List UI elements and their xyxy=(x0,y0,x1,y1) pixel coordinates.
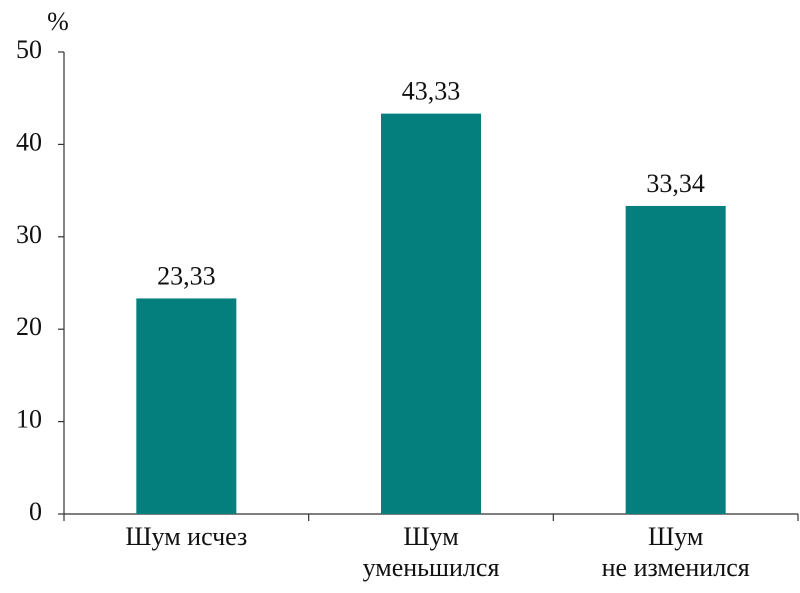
y-tick-label: 20 xyxy=(16,312,42,341)
value-label: 23,33 xyxy=(157,261,216,290)
y-tick-label: 0 xyxy=(29,497,42,526)
x-tick-label: Шум исчез xyxy=(125,522,247,551)
x-tick-label: Шум xyxy=(403,522,458,551)
y-tick-label: 40 xyxy=(16,127,42,156)
x-tick-label: не изменился xyxy=(602,553,750,582)
x-tick-label: Шум xyxy=(648,522,703,551)
value-label: 33,34 xyxy=(646,169,705,198)
bar xyxy=(381,113,481,514)
x-tick-label: уменьшился xyxy=(363,553,500,582)
bar xyxy=(136,298,237,514)
y-tick-label: 50 xyxy=(16,35,42,64)
value-label: 43,33 xyxy=(402,77,461,106)
y-axis-label: % xyxy=(47,7,69,36)
bar xyxy=(625,205,726,514)
y-tick-label: 30 xyxy=(16,220,42,249)
y-tick-label: 10 xyxy=(16,405,42,434)
